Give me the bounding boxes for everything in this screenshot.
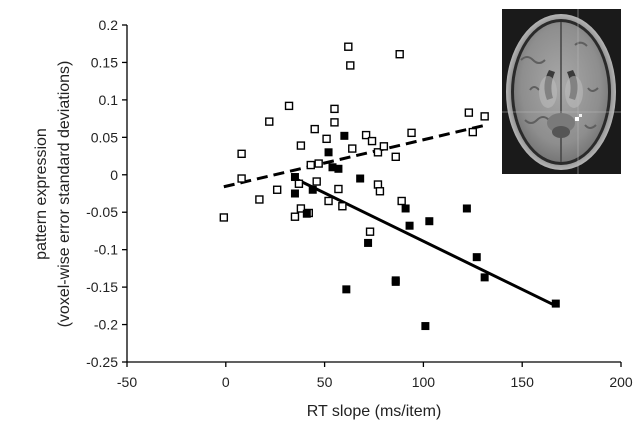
- x-axis-title: RT slope (ms/item): [307, 403, 442, 420]
- open-square-point: [334, 184, 343, 194]
- open-square-point: [255, 195, 264, 204]
- y-tick-label: 0.2: [99, 17, 119, 33]
- open-square-point: [346, 61, 355, 70]
- filled-square-point: [405, 221, 414, 230]
- y-tick-label: 0.15: [91, 54, 118, 70]
- open-square-point: [395, 50, 404, 59]
- open-square-point: [375, 187, 385, 196]
- y-tick-label: -0.05: [86, 204, 118, 220]
- y-tick-label: -0.25: [86, 354, 118, 370]
- open-square-point: [373, 148, 383, 157]
- open-square-point: [365, 227, 375, 236]
- y-tick-label: -0.15: [86, 279, 118, 295]
- open-square-point: [296, 204, 306, 213]
- filled-square-point: [480, 273, 489, 282]
- filled-square-point: [462, 204, 471, 213]
- x-tick-label: 100: [412, 374, 436, 390]
- filled-square-point: [290, 189, 299, 198]
- x-tick-label: -50: [117, 374, 137, 390]
- open-square-point: [468, 127, 477, 137]
- open-square-point: [237, 174, 246, 183]
- open-square-point: [312, 177, 321, 186]
- open-square-point: [367, 136, 377, 146]
- filled-square-point: [391, 277, 400, 286]
- open-square-point: [348, 144, 357, 153]
- open-square-point: [330, 118, 339, 127]
- dashed-fit-line: [223, 123, 485, 189]
- open-square-point: [338, 202, 347, 211]
- filled-square-point: [308, 185, 317, 194]
- open-square-point: [314, 159, 323, 168]
- open-square-point: [464, 108, 474, 117]
- open-square-point: [397, 196, 406, 206]
- y-tick-label: 0.05: [91, 129, 118, 145]
- open-square-point: [344, 42, 353, 51]
- open-square-point: [407, 128, 416, 138]
- open-square-point: [296, 141, 306, 150]
- brain-mri-inset: [502, 9, 621, 174]
- filled-square-point: [290, 173, 299, 182]
- open-square-point: [324, 196, 333, 206]
- open-square-point: [361, 130, 371, 140]
- open-square-point: [322, 134, 331, 144]
- filled-square-point: [356, 174, 365, 183]
- filled-square-point: [425, 217, 434, 226]
- x-tick-label: 150: [511, 374, 535, 390]
- open-square-point: [379, 142, 389, 151]
- filled-square-point: [324, 148, 333, 157]
- x-tick-label: 200: [609, 374, 633, 390]
- filled-square-point: [421, 322, 430, 331]
- open-square-point: [219, 213, 229, 222]
- filled-square-point: [401, 204, 410, 213]
- y-tick-label: -0.2: [94, 317, 118, 333]
- x-tick-label: 50: [317, 374, 333, 390]
- y-tick-label: 0: [110, 167, 118, 183]
- open-square-point: [480, 112, 489, 121]
- open-square-point: [310, 124, 319, 134]
- open-square-point: [272, 185, 282, 194]
- open-square-point: [265, 117, 274, 126]
- filled-square-point: [342, 285, 351, 294]
- open-square-point: [237, 149, 246, 159]
- filled-square-point: [551, 299, 560, 308]
- filled-square-point: [472, 253, 481, 262]
- filled-square-point: [340, 131, 349, 140]
- x-ticks: -50 0 50 100 150 200: [117, 362, 633, 390]
- open-square-point: [373, 180, 383, 189]
- y-tick-label: 0.1: [99, 92, 119, 108]
- filled-square-point: [364, 238, 373, 247]
- open-square-point: [391, 152, 400, 162]
- fit-lines: [223, 123, 557, 308]
- open-square-point: [290, 212, 300, 221]
- axes: [126, 25, 621, 363]
- solid-fit-line: [294, 177, 557, 308]
- data-points: [219, 42, 560, 331]
- x-tick-label: 0: [222, 374, 230, 390]
- open-square-point: [306, 160, 315, 170]
- y-ticks: -0.25 -0.2 -0.15 -0.1 -0.05 0 0.05 0.1 0.15 0.2: [86, 17, 127, 370]
- y-axis-title-line2: (voxel-wise error standard deviations): [56, 61, 73, 328]
- y-tick-label: -0.1: [94, 242, 118, 258]
- filled-square-point: [302, 209, 311, 218]
- open-square-point: [294, 179, 304, 188]
- open-square-point: [284, 101, 294, 111]
- open-square-point: [330, 104, 339, 114]
- filled-square-point: [334, 164, 343, 173]
- y-axis-title-line1: pattern expression: [33, 128, 50, 260]
